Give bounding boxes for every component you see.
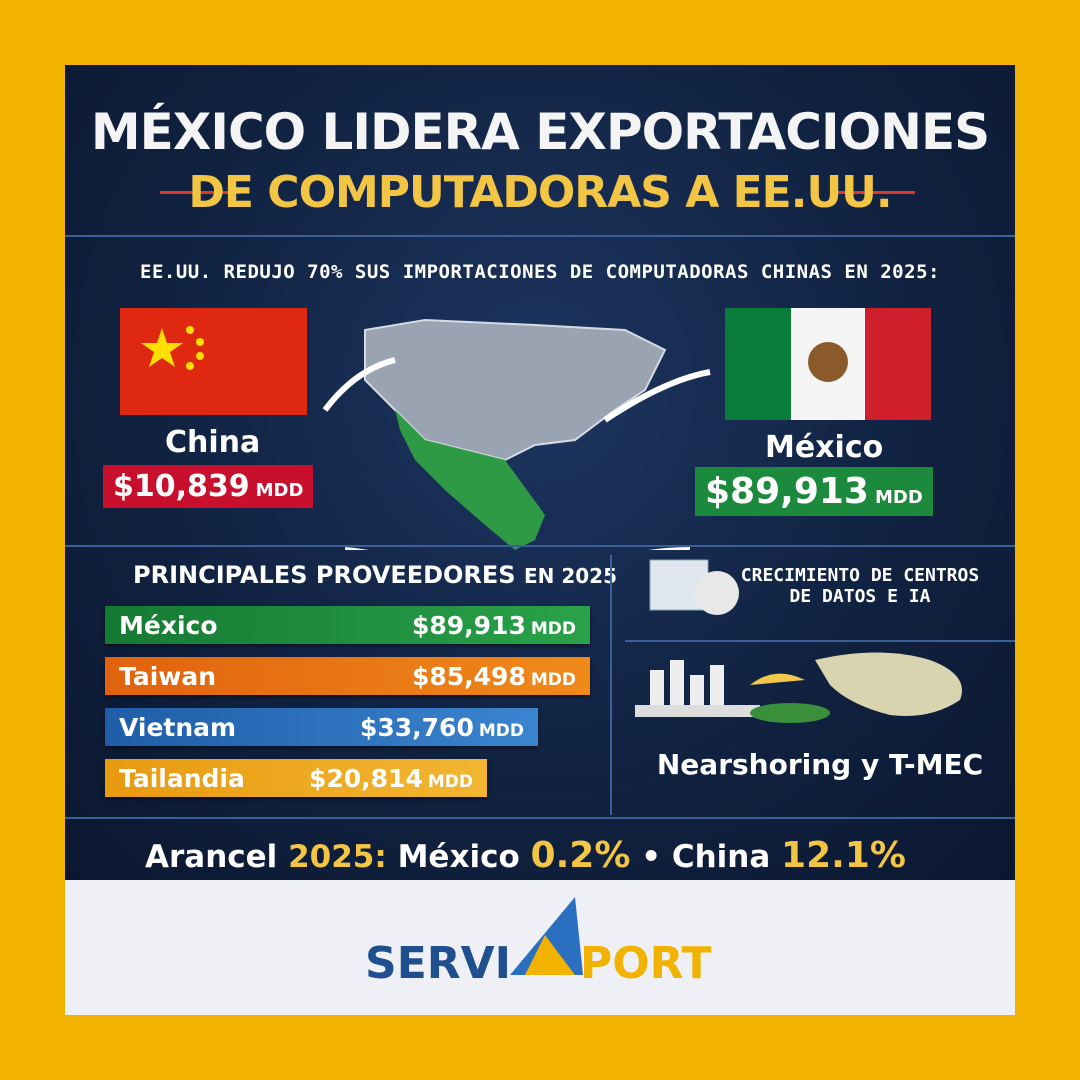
suppliers-title: PRINCIPALES PROVEEDORES EN 2025 <box>133 561 617 589</box>
title: PRINCIPALES PROVEEDORES <box>133 561 516 589</box>
country: China <box>671 839 771 875</box>
unit: MDD <box>530 669 576 690</box>
separator: • <box>641 839 662 875</box>
unit: MDD <box>255 480 304 501</box>
unit: MDD <box>427 771 473 792</box>
divider <box>610 555 612 815</box>
china-flag <box>120 308 307 415</box>
title-line1: MÉXICO LIDERA EXPORTACIONES <box>90 103 990 161</box>
year: 2025: <box>288 839 387 875</box>
data-centers: CRECIMIENTO DE CENTROS DE DATOS E IA <box>740 565 980 607</box>
star <box>141 328 183 367</box>
logo-servi: SERVI <box>365 938 512 989</box>
amount: $89,913 <box>411 610 526 640</box>
label: Arancel <box>145 839 278 875</box>
amount: $33,760 <box>359 712 474 742</box>
name: Taiwan <box>119 661 217 691</box>
logo-port: PORT <box>580 938 712 989</box>
nearshoring: Nearshoring y T-MEC <box>656 748 984 781</box>
amount: $89,913 <box>705 471 869 512</box>
mexico-flag <box>725 308 791 420</box>
mexico-name: México <box>765 430 884 465</box>
supplier-bar: Taiwan $85,498 MDD <box>105 657 590 695</box>
divider <box>65 817 1015 819</box>
amount: $85,498 <box>411 661 526 691</box>
rule <box>835 191 915 194</box>
subtitle: EE.UU. REDUJO 70% SUS IMPORTACIONES DE C… <box>140 261 940 283</box>
name: México <box>119 610 218 640</box>
unit: MDD <box>478 720 524 741</box>
flags-map <box>120 308 931 550</box>
rate: 12.1% <box>781 835 906 876</box>
unit: MDD <box>530 618 576 639</box>
datacenter-icon <box>649 559 739 615</box>
title-line2: DE COMPUTADORAS A EE.UU. <box>188 167 892 218</box>
divider <box>625 640 1015 642</box>
year: EN 2025 <box>523 564 617 588</box>
china-amount: $10,839 MDD <box>103 465 314 508</box>
rate: 0.2% <box>530 835 631 876</box>
amount: $20,814 <box>308 763 423 793</box>
supplier-bar: Vietnam $33,760 MDD <box>105 708 538 746</box>
logo-area: SERVI PORT <box>65 880 1015 1015</box>
tariff: Arancel 2025: México 0.2% • China 12.1% <box>145 835 906 876</box>
country: México <box>397 839 520 875</box>
nearshoring-icon <box>635 652 962 723</box>
name: Vietnam <box>119 712 237 742</box>
supplier-bar: Tailandia $20,814 MDD <box>105 759 487 797</box>
supplier-bar: México $89,913 MDD <box>105 606 590 644</box>
dark-panel: MÉXICO LIDERA EXPORTACIONES DE COMPUTADO… <box>65 65 1015 880</box>
divider <box>65 235 1015 237</box>
china-name: China <box>165 425 261 460</box>
amount: $10,839 <box>113 469 250 504</box>
rule <box>160 191 240 194</box>
unit: MDD <box>874 487 923 508</box>
mexico-amount: $89,913 MDD <box>695 467 933 516</box>
name: Tailandia <box>119 763 245 793</box>
mexico-map <box>395 410 545 550</box>
divider <box>65 545 1015 547</box>
logo-sail <box>510 897 583 975</box>
